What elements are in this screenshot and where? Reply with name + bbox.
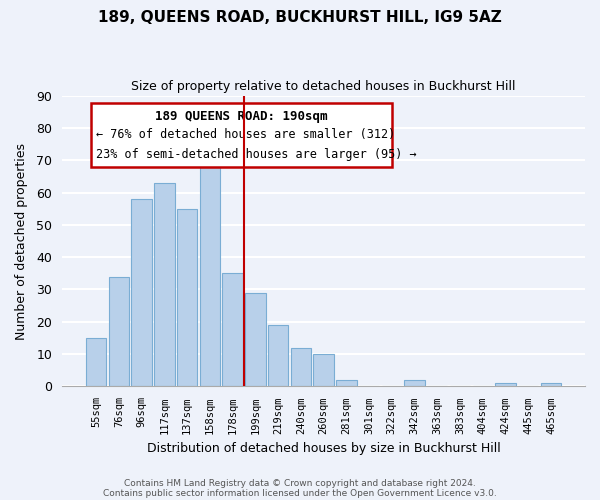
Text: 23% of semi-detached houses are larger (95) →: 23% of semi-detached houses are larger (…	[96, 148, 416, 161]
Bar	[290, 348, 311, 387]
X-axis label: Distribution of detached houses by size in Buckhurst Hill: Distribution of detached houses by size …	[146, 442, 500, 455]
Title: Size of property relative to detached houses in Buckhurst Hill: Size of property relative to detached ho…	[131, 80, 516, 93]
Bar	[495, 383, 516, 386]
Y-axis label: Number of detached properties: Number of detached properties	[15, 142, 28, 340]
Bar	[541, 383, 561, 386]
Text: Contains public sector information licensed under the Open Government Licence v3: Contains public sector information licen…	[103, 488, 497, 498]
Bar	[154, 183, 175, 386]
Bar	[223, 274, 243, 386]
Bar	[131, 199, 152, 386]
Text: Contains HM Land Registry data © Crown copyright and database right 2024.: Contains HM Land Registry data © Crown c…	[124, 478, 476, 488]
Bar	[404, 380, 425, 386]
Bar	[86, 338, 106, 386]
Bar	[245, 292, 266, 386]
Text: 189 QUEENS ROAD: 190sqm: 189 QUEENS ROAD: 190sqm	[155, 110, 328, 123]
Bar	[200, 166, 220, 386]
Bar	[109, 276, 129, 386]
Bar	[177, 208, 197, 386]
FancyBboxPatch shape	[91, 103, 392, 167]
Bar	[313, 354, 334, 386]
Bar	[336, 380, 356, 386]
Text: ← 76% of detached houses are smaller (312): ← 76% of detached houses are smaller (31…	[96, 128, 395, 140]
Text: 189, QUEENS ROAD, BUCKHURST HILL, IG9 5AZ: 189, QUEENS ROAD, BUCKHURST HILL, IG9 5A…	[98, 10, 502, 25]
Bar	[268, 325, 288, 386]
